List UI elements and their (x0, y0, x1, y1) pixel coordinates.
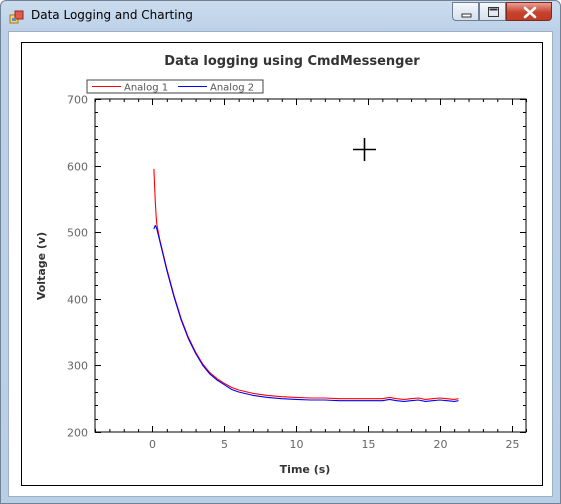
legend-box (86, 79, 264, 94)
chart-control[interactable]: Data logging using CmdMessenger Analog 1… (21, 42, 543, 486)
y-tick-label: 300 (67, 360, 88, 373)
close-button[interactable] (506, 2, 552, 21)
line-chart[interactable]: Data logging using CmdMessenger Analog 1… (22, 43, 542, 485)
x-tick-label: 5 (221, 438, 228, 451)
x-tick-label: 20 (434, 438, 448, 451)
maximize-button[interactable] (479, 2, 506, 21)
x-tick-label: 25 (506, 438, 520, 451)
minimize-icon (461, 13, 472, 18)
y-tick-label: 400 (67, 294, 88, 307)
legend-label-analog-1: Analog 1 (124, 83, 168, 94)
y-tick-label: 700 (67, 94, 88, 107)
close-icon (523, 6, 537, 19)
crosshair-cursor-icon (353, 138, 376, 161)
plot-area (94, 98, 527, 433)
window-title: Data Logging and Charting (31, 8, 193, 22)
chart-title: Data logging using CmdMessenger (164, 54, 420, 69)
x-axis-label: Time (s) (280, 463, 331, 476)
windows-forms-app-icon (9, 10, 24, 24)
series-group (153, 168, 459, 402)
y-axis-label: Voltage (v) (35, 232, 48, 300)
x-tick-label: 15 (362, 438, 376, 451)
y-tick-label: 500 (67, 227, 88, 240)
x-tick-label: 0 (149, 438, 156, 451)
minimize-button[interactable] (452, 2, 479, 21)
y-tick-label: 600 (67, 161, 88, 174)
maximize-icon (488, 7, 499, 17)
axis-ticks: 0 5 10 15 20 25 200 300 400 500 600 700 (67, 94, 527, 451)
legend-label-analog-2: Analog 2 (210, 83, 254, 94)
form-client-area: Data logging using CmdMessenger Analog 1… (8, 31, 553, 497)
y-tick-label: 200 (67, 427, 88, 440)
legend: Analog 1 Analog 2 (86, 79, 264, 94)
title-bar[interactable]: Data Logging and Charting (1, 1, 560, 31)
x-tick-label: 10 (290, 438, 304, 451)
series-line-analog-2 (153, 224, 459, 402)
